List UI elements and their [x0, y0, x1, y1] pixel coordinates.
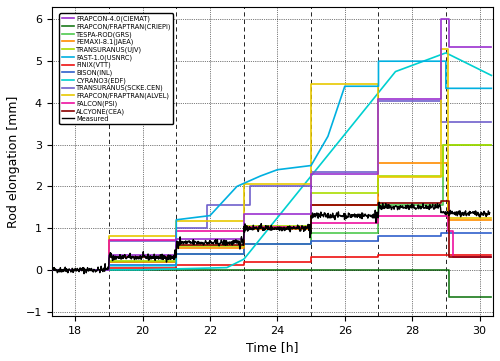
X-axis label: Time [h]: Time [h] — [246, 341, 298, 354]
Y-axis label: Rod elongation [mm]: Rod elongation [mm] — [7, 95, 20, 227]
Legend: FRAPCON-4.0(CIEMAT), FRAPCON/FRAPTRAN(CRIEPI), TESPA-ROD(GRS), FEMAXI-8.1(JAEA),: FRAPCON-4.0(CIEMAT), FRAPCON/FRAPTRAN(CR… — [60, 13, 173, 124]
